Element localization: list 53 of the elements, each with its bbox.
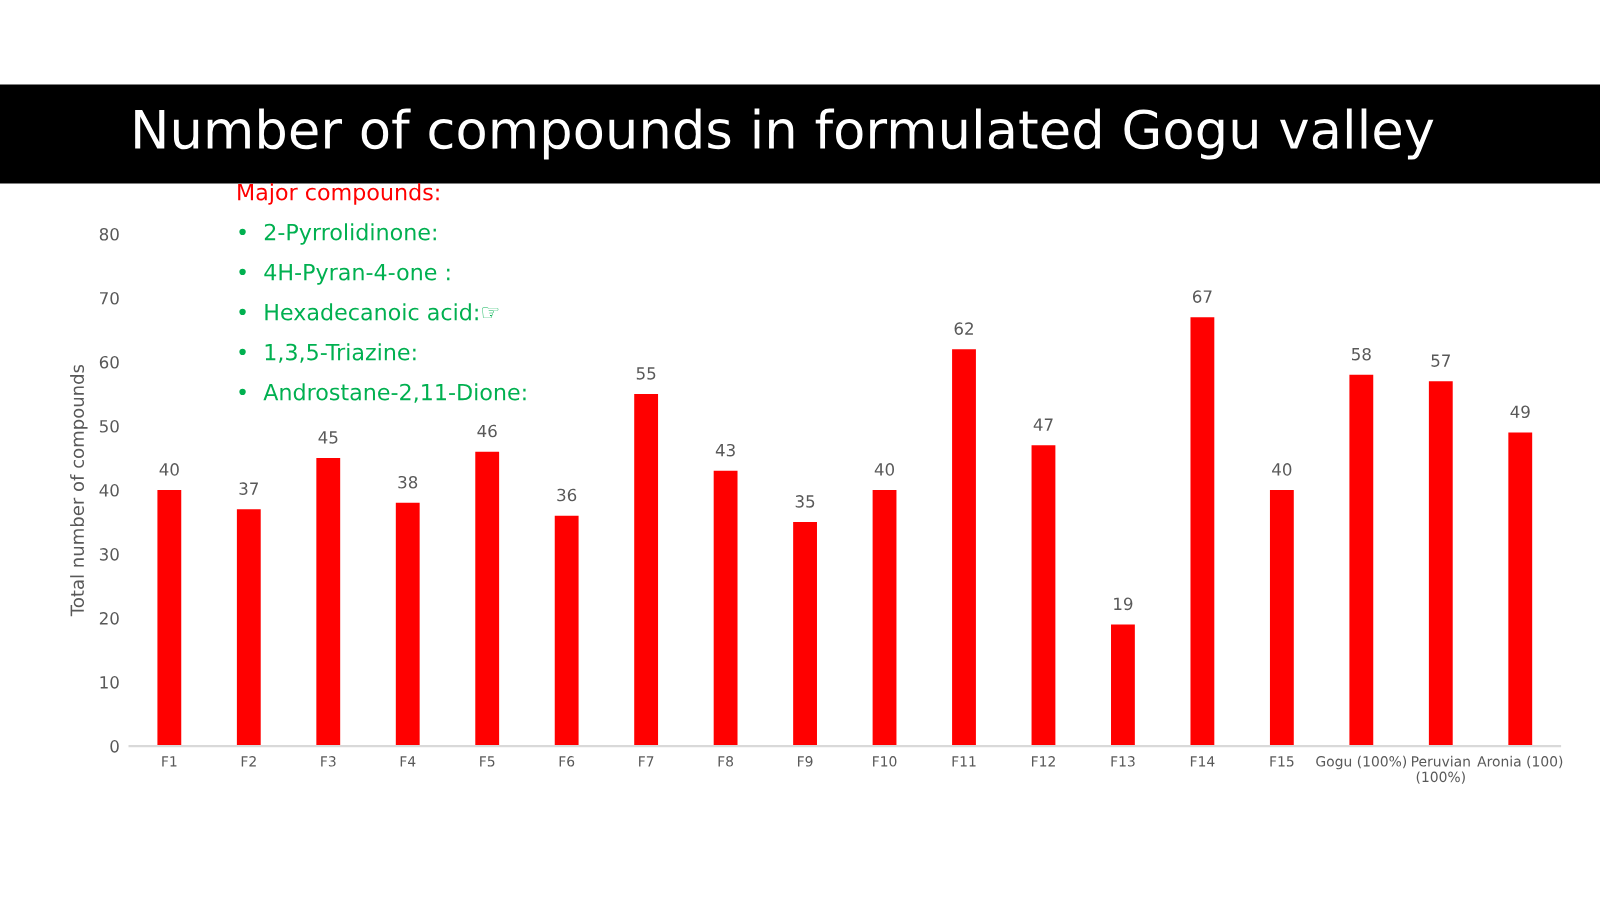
y-tick-label: 30 <box>99 548 119 561</box>
data-label: 19 <box>1114 597 1133 611</box>
chart-title: Number of compounds in formulated Gogu valley <box>135 108 1434 160</box>
bar <box>1349 374 1374 747</box>
data-label: 40 <box>159 463 179 476</box>
data-label: 37 <box>239 482 258 495</box>
bar <box>952 349 976 747</box>
y-tick-label: 60 <box>99 355 119 369</box>
annotation: • 4H-Pyran-4-one : <box>239 263 450 285</box>
bar <box>1031 445 1056 747</box>
bar <box>157 490 182 747</box>
y-axis-title: Total number of compounds <box>70 364 88 617</box>
data-label: 55 <box>636 367 656 380</box>
annotation: • 1,3,5-Triazine: <box>239 343 416 363</box>
data-label: 47 <box>1033 418 1053 431</box>
bar <box>713 470 738 747</box>
annotation: • Hexadecanoic acid:☞ <box>239 303 499 321</box>
text: Major compounds: <box>238 183 439 205</box>
data-label: 36 <box>557 488 577 502</box>
data-label: 35 <box>795 495 815 508</box>
annotation: • 2-Pyrrolidinone: <box>239 223 436 245</box>
bar <box>1111 624 1135 747</box>
data-label: 49 <box>1510 405 1530 419</box>
bar <box>554 515 579 747</box>
y-tick-label: 80 <box>99 227 119 241</box>
bar <box>1428 381 1453 747</box>
bar <box>475 451 500 747</box>
annotation: • Androstane-2,11-Dione: <box>239 383 526 403</box>
bar <box>395 502 420 747</box>
y-tick-label: 50 <box>99 420 119 433</box>
data-label: 62 <box>954 322 973 335</box>
data-label: 58 <box>1352 347 1371 361</box>
data-label: 40 <box>1272 463 1292 476</box>
bar <box>236 509 261 747</box>
y-tick-label: 10 <box>100 676 119 689</box>
bar <box>1508 432 1533 747</box>
y-tick-label: 20 <box>99 612 119 625</box>
data-label: 45 <box>318 431 338 444</box>
bar <box>872 490 897 747</box>
data-label: 46 <box>477 424 497 438</box>
bar <box>793 522 817 747</box>
data-label: 40 <box>874 463 895 476</box>
data-label: 67 <box>1192 290 1212 303</box>
y-tick-label: 40 <box>99 484 119 497</box>
bar <box>1269 490 1294 747</box>
data-label: 57 <box>1431 354 1450 367</box>
bar <box>1190 317 1215 747</box>
bar <box>634 394 659 747</box>
data-label: 38 <box>398 475 418 489</box>
y-tick-label: 70 <box>100 291 119 305</box>
y-tick-label: 0 <box>110 740 119 753</box>
data-label: 43 <box>715 443 735 457</box>
bar <box>316 458 341 747</box>
